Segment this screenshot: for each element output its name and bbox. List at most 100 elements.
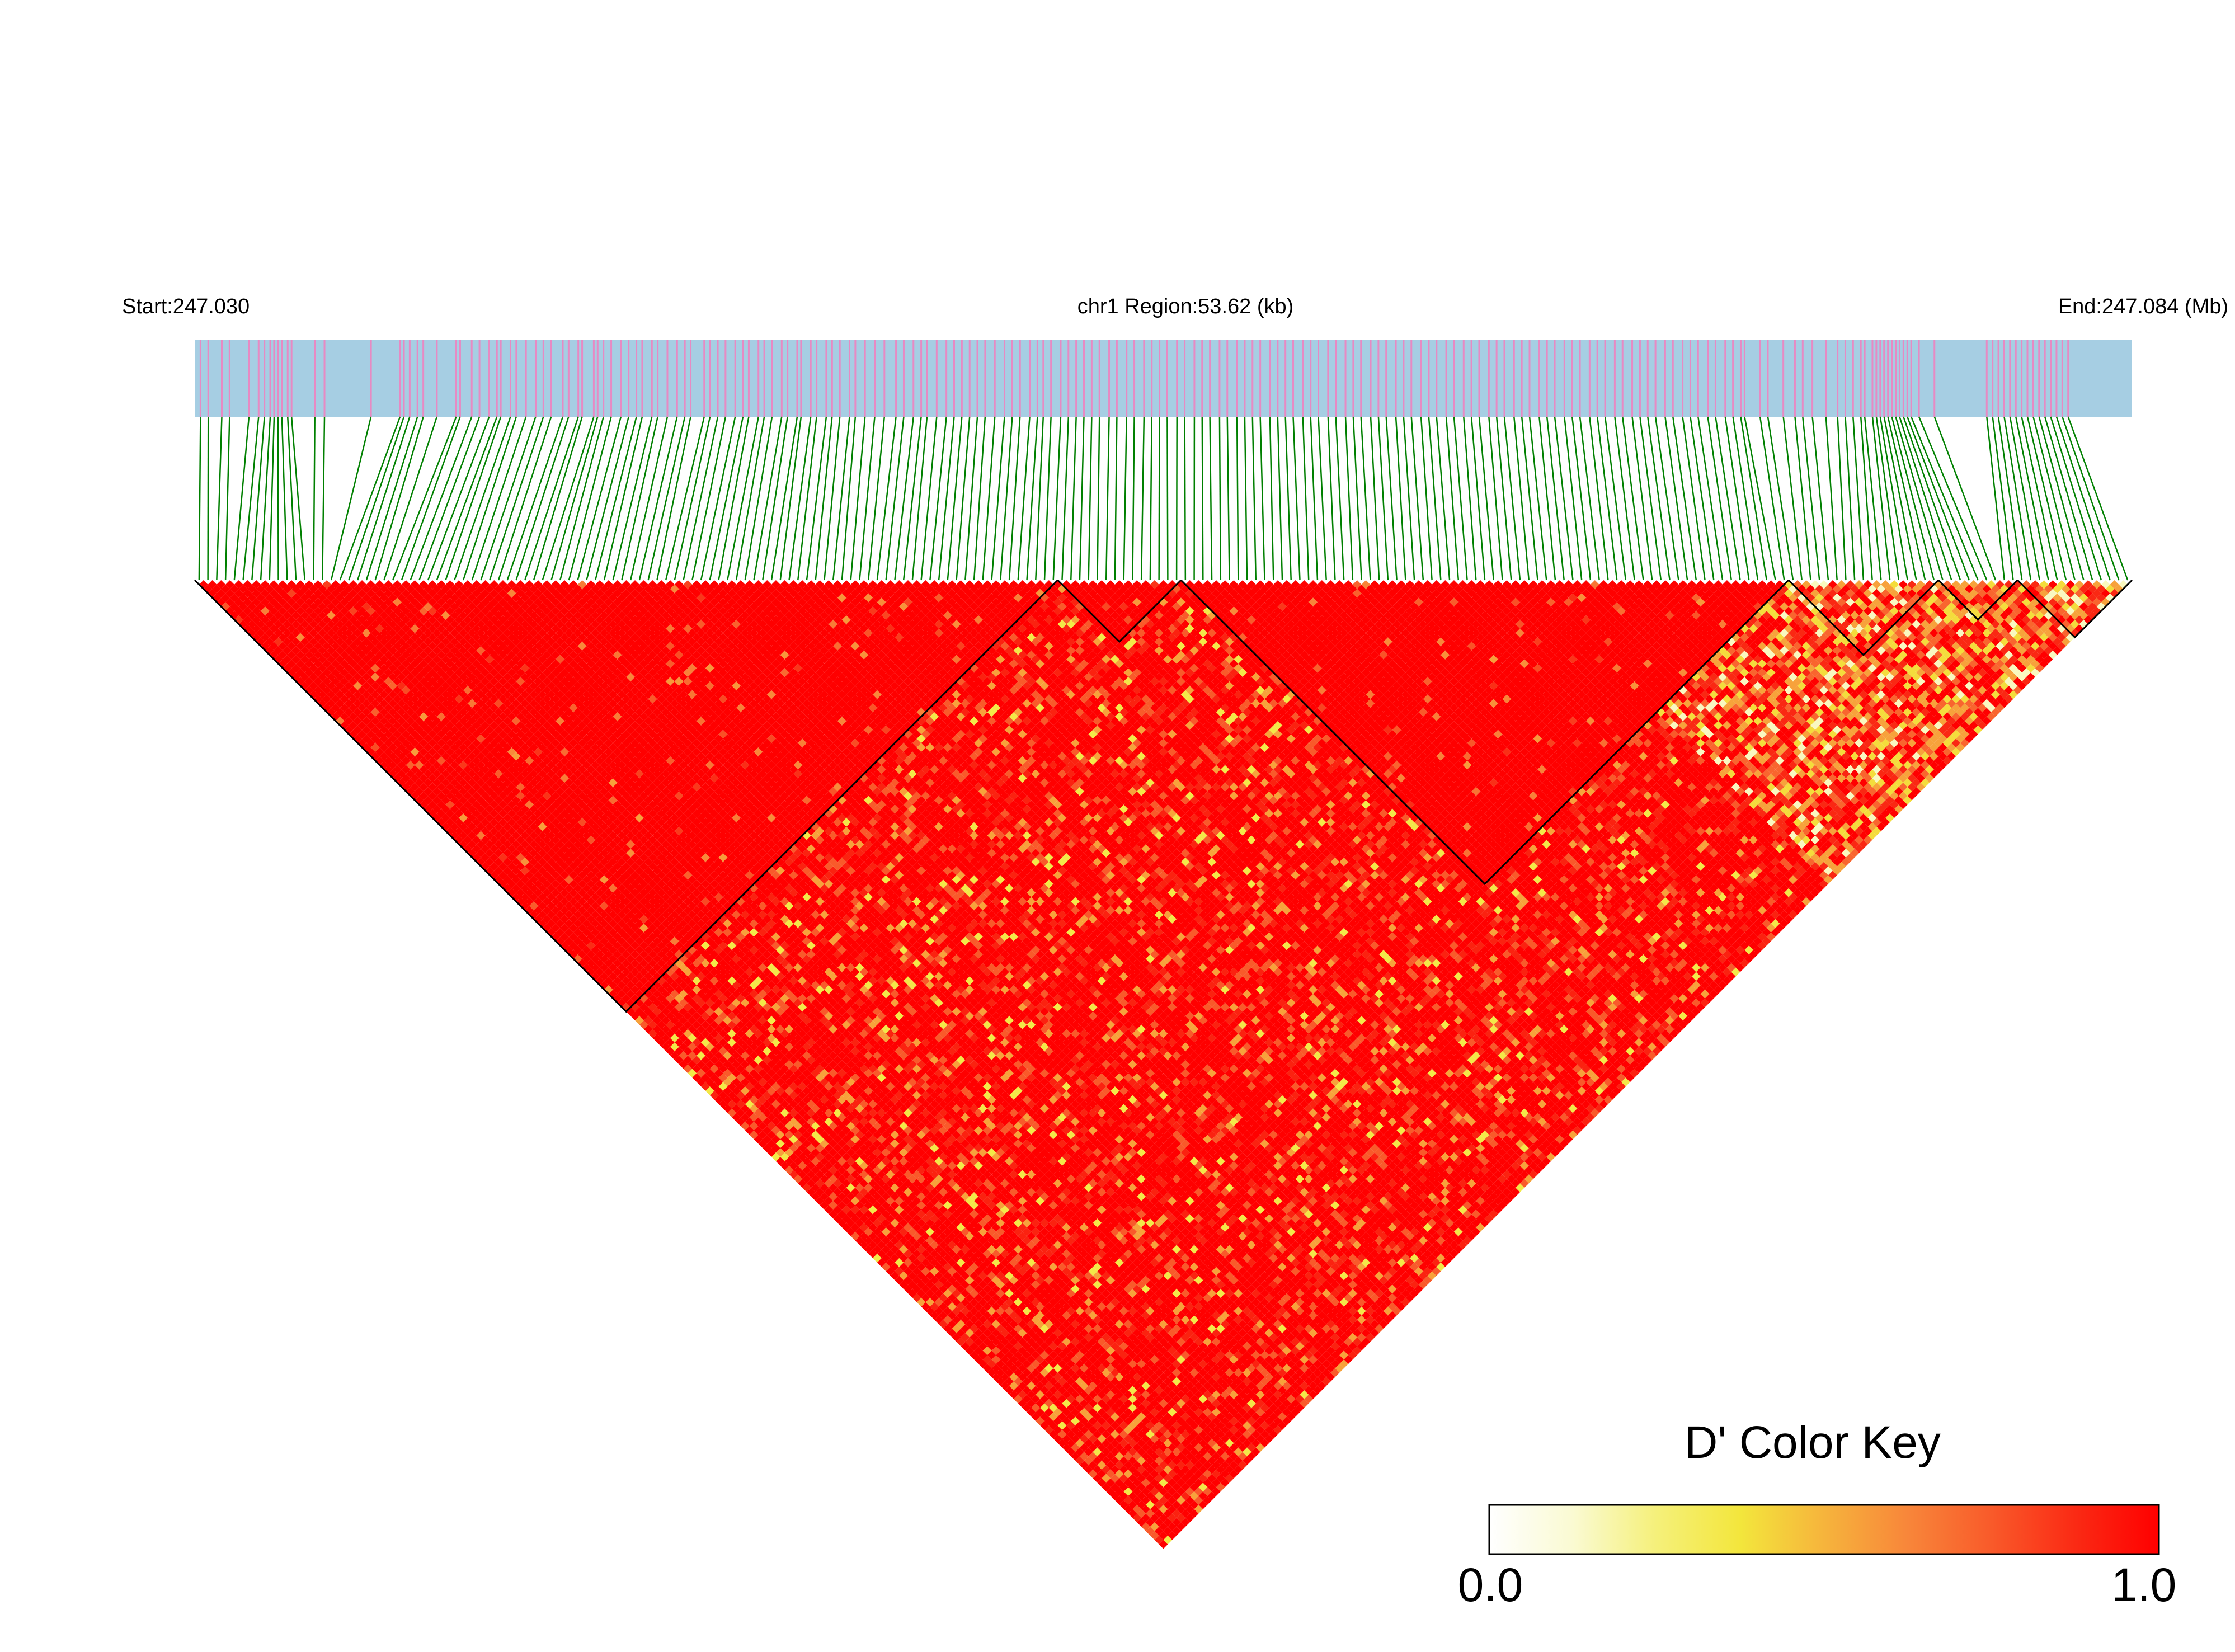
ld-cell <box>635 1007 644 1016</box>
ld-cell <box>824 1179 834 1188</box>
snp-connector <box>762 416 788 581</box>
ld-cell <box>221 584 230 594</box>
ld-cell <box>1022 1403 1032 1413</box>
ld-cell <box>529 884 538 893</box>
snp-connector <box>1166 416 1169 581</box>
ld-cell <box>952 1324 961 1333</box>
ld-cell <box>436 800 446 809</box>
snp-connector <box>1837 416 1847 581</box>
ld-cell <box>996 1359 1005 1368</box>
snp-connector <box>1478 416 1495 581</box>
ld-cell <box>304 668 314 677</box>
snp-connector <box>281 416 288 581</box>
ld-cell <box>921 1284 930 1294</box>
ld-cell <box>256 602 265 611</box>
ld-cell <box>771 1152 780 1161</box>
snp-connector <box>859 416 876 581</box>
ld-cell <box>982 1346 992 1356</box>
ld-cell <box>833 1188 842 1197</box>
ld-cell <box>424 769 433 779</box>
track-background <box>195 340 2132 417</box>
snp-connector <box>1292 416 1301 581</box>
ld-cell <box>806 1179 816 1188</box>
ld-cell <box>1044 1408 1053 1417</box>
ld-cell <box>1013 1359 1023 1368</box>
ld-cell <box>877 1249 886 1259</box>
ld-cell <box>604 976 613 986</box>
snp-connector <box>1251 416 1257 581</box>
ld-cell <box>956 1302 966 1311</box>
ld-cell <box>1013 1368 1023 1377</box>
ld-cell <box>300 646 309 655</box>
ld-cell <box>784 1148 794 1157</box>
ld-cell <box>274 646 283 655</box>
ld-cell <box>256 628 265 638</box>
ld-cell <box>1088 1443 1098 1452</box>
ld-cell <box>815 1170 825 1179</box>
ld-cell <box>445 800 455 809</box>
ld-cell <box>529 892 538 902</box>
snp-connector <box>1436 416 1451 581</box>
ld-cell <box>304 677 314 686</box>
ld-cell <box>322 677 331 686</box>
ld-cell <box>793 1139 803 1149</box>
snp-connector <box>920 416 938 581</box>
ld-cell <box>243 597 252 607</box>
ld-cell <box>987 1333 996 1342</box>
ld-cell <box>568 915 578 924</box>
ld-cell <box>212 584 222 594</box>
snp-connector <box>321 416 326 581</box>
ld-cell <box>793 1174 803 1184</box>
ld-cell <box>965 1311 975 1320</box>
ld-cell <box>987 1350 996 1360</box>
ld-cell <box>630 1011 639 1021</box>
ld-cell <box>564 945 573 954</box>
ld-cell <box>269 624 279 633</box>
ld-cell <box>820 1201 829 1210</box>
snp-connector <box>568 416 612 581</box>
ld-cell <box>978 1359 987 1368</box>
ld-cell <box>1066 1421 1076 1430</box>
snp-connector <box>1377 416 1389 581</box>
snp-connector <box>647 416 686 581</box>
ld-cell <box>1027 1372 1036 1382</box>
ld-cell <box>406 778 415 787</box>
ld-cell <box>507 862 516 871</box>
ld-cell <box>763 1143 772 1153</box>
ld-cell <box>507 879 516 888</box>
ld-cell <box>727 1099 737 1109</box>
snp-connector <box>1887 416 1926 581</box>
snp-connector <box>1538 416 1556 581</box>
ld-cell <box>1084 1447 1093 1457</box>
ld-cell <box>740 1104 750 1113</box>
ld-cell <box>732 1104 741 1113</box>
ld-cell <box>683 1038 693 1047</box>
ld-cell <box>436 791 446 801</box>
ld-cell <box>261 615 270 624</box>
ld-cell <box>357 721 366 730</box>
snp-connector <box>2050 416 2102 581</box>
ld-cell <box>542 915 552 924</box>
ld-cell <box>265 646 274 655</box>
snp-connector <box>533 416 583 581</box>
ld-cell <box>595 976 604 986</box>
snp-connector <box>691 416 727 581</box>
ld-cell <box>775 1130 785 1140</box>
ld-cell <box>1040 1412 1049 1422</box>
ld-cell <box>529 910 538 920</box>
ld-cell <box>1132 1487 1142 1496</box>
ld-cell <box>758 1113 768 1122</box>
ld-cell <box>701 1064 710 1074</box>
ld-cell <box>340 703 349 713</box>
ld-cell <box>608 989 618 999</box>
ld-cell <box>956 1311 966 1320</box>
snp-connector <box>824 416 841 581</box>
ld-cell <box>780 1143 789 1153</box>
ld-cell <box>864 1236 873 1245</box>
ld-cell <box>617 981 627 990</box>
ld-cell <box>1097 1478 1107 1488</box>
snp-connector <box>1554 416 1574 581</box>
ld-cell <box>604 958 613 968</box>
ld-cell <box>613 958 622 968</box>
